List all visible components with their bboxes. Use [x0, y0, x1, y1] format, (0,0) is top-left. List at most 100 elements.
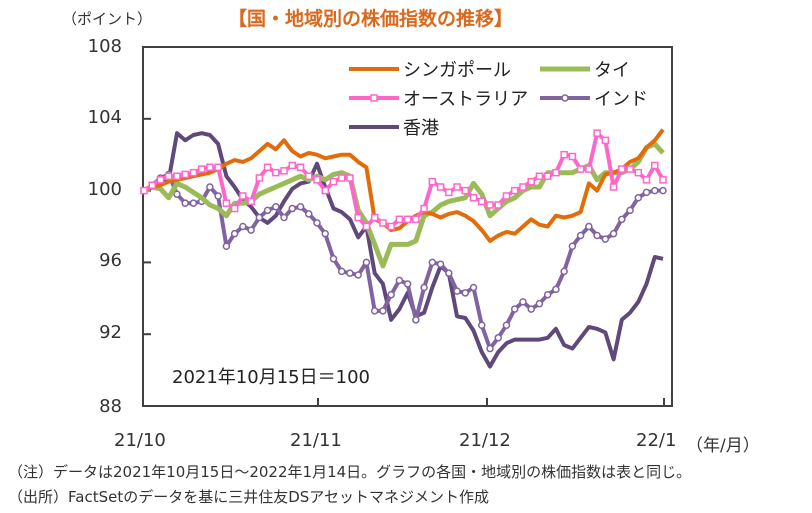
data-point	[214, 192, 222, 200]
legend-item: シンガポール	[349, 60, 511, 81]
data-point	[280, 213, 288, 222]
data-point	[494, 334, 502, 342]
data-point	[552, 285, 560, 294]
data-point	[280, 167, 288, 175]
data-point	[618, 215, 626, 224]
series-1	[142, 141, 665, 269]
data-point	[618, 165, 626, 173]
data-point	[230, 204, 239, 213]
data-point	[543, 290, 552, 299]
data-point	[305, 172, 313, 180]
data-point	[296, 203, 305, 211]
series-4	[143, 131, 664, 369]
data-point	[263, 163, 272, 172]
data-point	[379, 219, 387, 227]
series-line	[142, 141, 665, 269]
data-point	[239, 222, 247, 231]
data-point	[560, 150, 568, 159]
data-point	[436, 260, 445, 268]
data-point	[181, 170, 189, 179]
data-point	[395, 276, 404, 285]
data-point	[601, 136, 610, 145]
y-tick-label: 104	[87, 107, 122, 128]
data-point	[568, 152, 577, 161]
data-point	[346, 174, 354, 182]
footnote-source: （出所）FactSetのデータを基に三井住友DSアセットマネジメント作成	[8, 488, 489, 506]
data-point	[428, 177, 437, 186]
data-point	[651, 161, 659, 170]
data-point	[478, 197, 486, 206]
legend-label: 香港	[403, 118, 439, 139]
data-point	[486, 201, 494, 209]
data-point	[156, 176, 165, 184]
data-point	[659, 186, 667, 195]
data-point	[502, 321, 511, 329]
legend-item: 香港	[349, 118, 439, 139]
data-point	[642, 188, 651, 197]
y-axis-unit-label: （ポイント）	[62, 10, 153, 28]
data-point	[552, 168, 560, 177]
data-point	[634, 194, 643, 202]
data-point	[445, 188, 453, 197]
data-point	[510, 186, 519, 195]
data-point	[206, 183, 214, 191]
data-point	[387, 222, 395, 231]
data-point	[239, 192, 247, 200]
legend-label: インド	[594, 89, 648, 110]
data-point	[387, 290, 395, 299]
legend-label: タイ	[594, 60, 630, 81]
data-point	[362, 258, 371, 267]
data-point	[255, 174, 264, 182]
data-point	[535, 172, 544, 180]
data-point	[469, 283, 478, 292]
data-point	[576, 231, 585, 240]
data-point	[346, 269, 354, 277]
legend-item: インド	[540, 89, 648, 110]
data-point	[370, 213, 379, 222]
data-point	[510, 305, 519, 313]
data-point	[461, 289, 470, 297]
data-point	[420, 204, 428, 213]
data-point	[313, 176, 321, 184]
data-point	[502, 192, 511, 200]
data-point	[519, 183, 527, 191]
data-point	[436, 183, 445, 191]
data-point	[354, 271, 362, 279]
y-tick-label: 92	[99, 322, 122, 343]
data-point	[428, 258, 437, 267]
data-point	[568, 242, 577, 250]
data-point	[222, 199, 231, 207]
data-point	[362, 222, 371, 231]
y-tick-label: 100	[87, 179, 122, 200]
x-tick-label: 21/10	[114, 430, 166, 451]
data-point	[519, 298, 527, 306]
data-point	[651, 186, 659, 195]
data-point	[626, 165, 634, 173]
data-point	[206, 163, 214, 172]
series-0	[143, 128, 665, 243]
data-point	[329, 177, 338, 186]
data-point	[272, 168, 280, 177]
data-point	[609, 183, 618, 191]
data-point	[642, 176, 651, 184]
data-point	[337, 174, 346, 182]
data-point	[296, 163, 305, 172]
legend-label: シンガポール	[403, 60, 511, 81]
data-point	[247, 226, 255, 234]
data-point	[576, 165, 585, 173]
data-point	[403, 280, 412, 288]
data-point	[321, 229, 329, 238]
x-axis-unit-label: （年/月）	[686, 436, 760, 456]
data-point	[403, 215, 412, 224]
legend-marker	[561, 94, 569, 102]
series-2	[140, 129, 667, 231]
x-tick-label: 21/12	[459, 430, 511, 451]
data-point	[527, 177, 535, 186]
data-point	[214, 163, 222, 172]
series-line	[142, 131, 665, 229]
x-tick-label: 22/1	[636, 430, 677, 451]
data-point	[255, 213, 264, 222]
data-point	[659, 176, 667, 184]
series-line	[143, 131, 664, 369]
